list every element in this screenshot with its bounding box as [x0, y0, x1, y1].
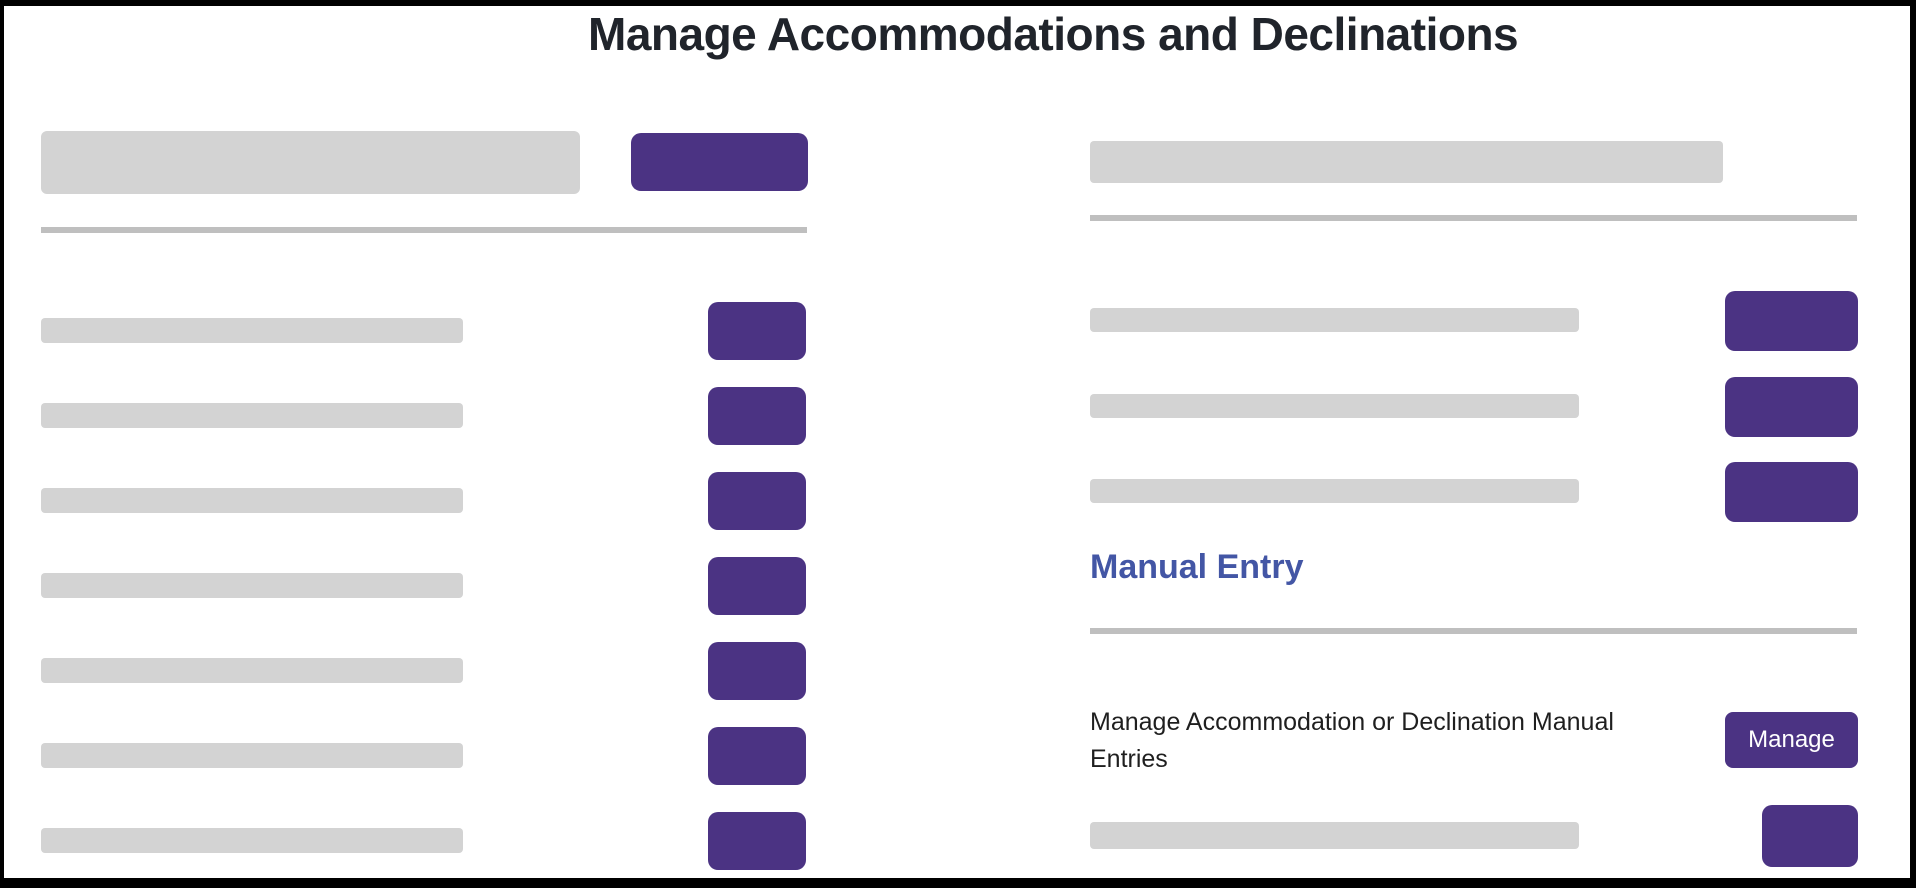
skeleton-text-bar [41, 403, 463, 428]
left-header-action-button[interactable] [631, 133, 808, 191]
skeleton-text-bar [41, 573, 463, 598]
right-panel-row [0, 462, 1916, 522]
row-action-button[interactable] [708, 727, 806, 785]
row-action-button[interactable] [708, 472, 806, 530]
right-panel-row [0, 291, 1916, 351]
right-header-skeleton-bar [1090, 141, 1723, 183]
manage-button[interactable]: Manage [1725, 712, 1858, 768]
skeleton-text-bar [41, 318, 463, 343]
row-action-button[interactable] [708, 302, 806, 360]
row-action-button[interactable] [1725, 376, 1858, 437]
manual-entry-divider [1090, 628, 1857, 634]
bottom-skeleton-bar [1090, 822, 1579, 849]
left-panel-row [0, 302, 1916, 362]
left-header-skeleton-bar [41, 131, 580, 194]
row-action-button[interactable] [708, 642, 806, 700]
skeleton-text-bar [1090, 479, 1579, 503]
row-action-button[interactable] [1725, 291, 1858, 351]
manual-entry-description: Manage Accommodation or Declination Manu… [1090, 708, 1614, 773]
row-action-button[interactable] [1725, 462, 1858, 522]
skeleton-text-bar [41, 658, 463, 683]
row-action-button[interactable] [708, 812, 806, 870]
left-panel-row [0, 387, 1916, 447]
skeleton-text-bar [41, 743, 463, 768]
skeleton-text-bar [1090, 308, 1579, 332]
right-section-divider [1090, 215, 1857, 221]
left-section-divider [41, 227, 807, 233]
row-action-button[interactable] [708, 387, 806, 445]
skeleton-text-bar [41, 488, 463, 513]
left-panel-row [0, 472, 1916, 532]
left-panel-row [0, 812, 1916, 872]
right-panel-row [0, 376, 1916, 437]
left-panel-row [0, 642, 1916, 702]
skeleton-text-bar [41, 828, 463, 853]
left-panel-row [0, 557, 1916, 617]
row-action-button[interactable] [708, 557, 806, 615]
skeleton-text-bar [1090, 393, 1579, 418]
left-panel-row [0, 727, 1916, 787]
page-title: Manage Accommodations and Declinations [588, 8, 1519, 60]
manual-entry-heading: Manual Entry [1090, 548, 1304, 586]
bottom-action-button[interactable] [1762, 805, 1858, 867]
